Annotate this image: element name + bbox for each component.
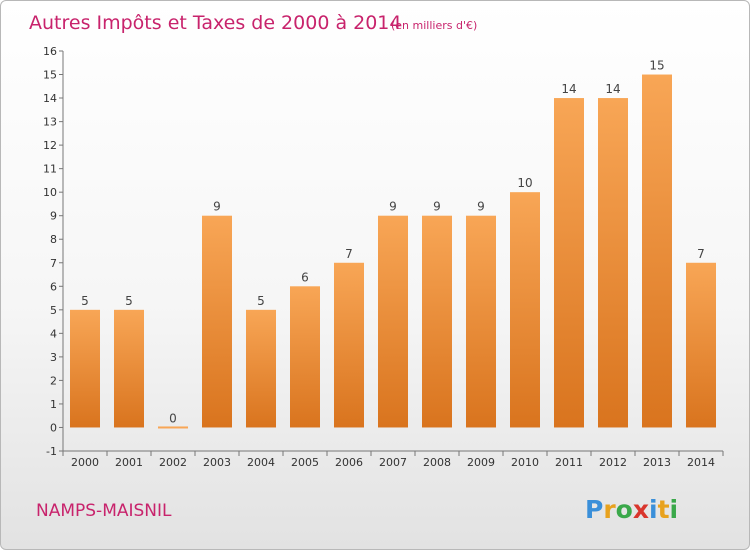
- value-label: 9: [477, 200, 485, 214]
- y-tick-label: 0: [50, 421, 57, 434]
- value-label: 14: [561, 82, 576, 96]
- x-tick-label: 2009: [467, 456, 495, 469]
- bar-2002: [158, 426, 188, 429]
- logo-letter: o: [616, 495, 633, 524]
- x-tick-label: 2006: [335, 456, 363, 469]
- logo-letter: P: [585, 495, 603, 524]
- bar-2011: [554, 98, 584, 428]
- y-tick-label: 5: [50, 304, 57, 317]
- x-tick-label: 2001: [115, 456, 143, 469]
- value-label: 0: [169, 411, 177, 425]
- y-tick-label: 13: [43, 116, 57, 129]
- value-label: 15: [649, 59, 664, 73]
- bar-2001: [114, 309, 144, 428]
- x-tick-label: 2008: [423, 456, 451, 469]
- bar-2006: [334, 262, 364, 428]
- bar-2007: [378, 215, 408, 428]
- x-tick-label: 2007: [379, 456, 407, 469]
- y-tick-label: 4: [50, 327, 57, 340]
- x-tick-label: 2011: [555, 456, 583, 469]
- chart-title: Autres Impôts et Taxes de 2000 à 2014: [29, 12, 402, 34]
- y-tick-label: 10: [43, 186, 57, 199]
- bars: 5 5 0 9 5 6 7 9 9 9 10 14 14 15 7: [70, 59, 716, 429]
- logo-letter: x: [633, 495, 649, 524]
- bar-2005: [290, 286, 320, 428]
- x-tick-label: 2002: [159, 456, 187, 469]
- logo-letter: i: [670, 495, 679, 524]
- commune-name: NAMPS-MAISNIL: [36, 501, 172, 521]
- y-tick-label: 9: [50, 210, 57, 223]
- value-label: 14: [605, 82, 620, 96]
- y-tick-label: 12: [43, 139, 57, 152]
- y-tick-label: 8: [50, 233, 57, 246]
- value-label: 9: [389, 200, 397, 214]
- y-tick-label: 2: [50, 374, 57, 387]
- logo-letter: t: [658, 495, 670, 524]
- x-tick-label: 2005: [291, 456, 319, 469]
- bar-2008: [422, 215, 452, 428]
- y-tick-label: 3: [50, 351, 57, 364]
- y-tick-label: -1: [46, 445, 57, 458]
- x-tick-label: 2012: [599, 456, 627, 469]
- logo-letter: i: [649, 495, 658, 524]
- x-tick-label: 2010: [511, 456, 539, 469]
- x-tick-label: 2004: [247, 456, 275, 469]
- x-tick-label: 2003: [203, 456, 231, 469]
- y-tick-label: 16: [43, 45, 57, 58]
- value-label: 5: [81, 294, 89, 308]
- value-label: 7: [697, 247, 705, 261]
- x-tick-label: 2000: [71, 456, 99, 469]
- chart-subtitle: (en milliers d'€): [391, 19, 477, 32]
- logo-letter: r: [603, 495, 616, 524]
- value-label: 5: [257, 294, 265, 308]
- y-tick-label: 14: [43, 92, 57, 105]
- bar-2003: [202, 215, 232, 428]
- bar-2012: [598, 98, 628, 428]
- value-label: 9: [213, 200, 221, 214]
- value-label: 9: [433, 200, 441, 214]
- y-tick-label: 15: [43, 69, 57, 82]
- value-label: 5: [125, 294, 133, 308]
- bar-2010: [510, 192, 540, 428]
- y-tick-label: 6: [50, 280, 57, 293]
- bar-2013: [642, 74, 672, 428]
- y-tick-label: 1: [50, 398, 57, 411]
- x-tick-label: 2014: [687, 456, 715, 469]
- x-tick-label: 2013: [643, 456, 671, 469]
- value-label: 10: [517, 176, 532, 190]
- y-tick-label: 11: [43, 163, 57, 176]
- bar-2009: [466, 215, 496, 428]
- bar-2000: [70, 309, 100, 428]
- value-label: 7: [345, 247, 353, 261]
- proxiti-logo: Proxiti: [585, 495, 678, 524]
- y-tick-label: 7: [50, 257, 57, 270]
- value-label: 6: [301, 270, 309, 284]
- bar-2014: [686, 262, 716, 428]
- bar-2004: [246, 309, 276, 428]
- x-axis: 2000 2001 2002 2003 2004 2005 2006 2007 2008 2009…: [62, 450, 724, 469]
